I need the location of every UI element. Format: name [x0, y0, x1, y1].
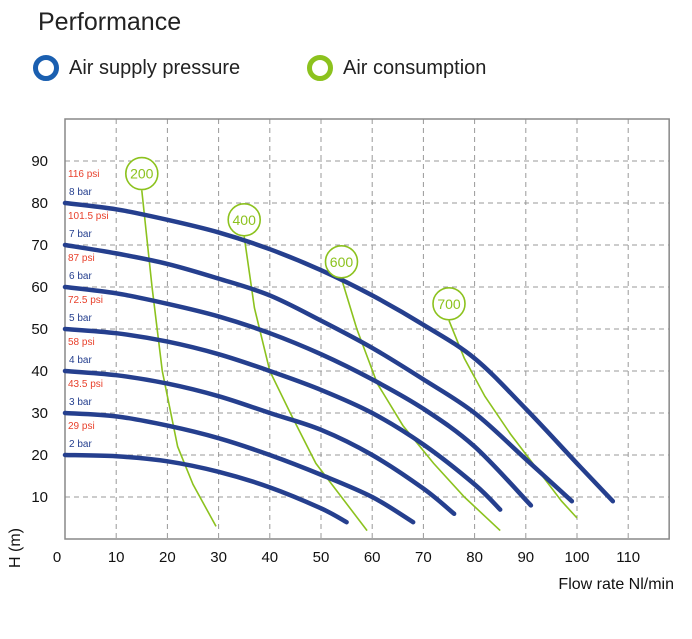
psi-label: 101.5 psi — [68, 211, 109, 222]
consumption-line-200 — [141, 190, 217, 527]
y-tick-label: 40 — [31, 363, 48, 380]
legend-item-air-supply-pressure: Air supply pressure — [33, 55, 240, 81]
x-tick-label: 60 — [364, 549, 381, 566]
bar-label: 7 bar — [69, 229, 92, 240]
consumption-label: 600 — [330, 254, 354, 270]
x-tick-label: 90 — [517, 549, 534, 566]
pressure-curve-3-bar — [62, 410, 416, 525]
x-tick-label: 50 — [313, 549, 330, 566]
legend-label: Air supply pressure — [69, 56, 241, 79]
psi-label: 43.5 psi — [68, 379, 103, 390]
x-tick-label: 10 — [108, 549, 125, 566]
psi-label: 87 psi — [68, 253, 95, 264]
consumption-marker — [227, 203, 261, 237]
blue-ring-icon — [33, 55, 59, 81]
psi-label: 72.5 psi — [68, 295, 103, 306]
x-tick-label: 30 — [210, 549, 227, 566]
x-tick-label: 80 — [466, 549, 483, 566]
consumption-label: 700 — [437, 296, 461, 312]
y-tick-label: 10 — [31, 489, 48, 506]
bar-label: 2 bar — [69, 439, 92, 450]
psi-label: 29 psi — [68, 421, 95, 432]
consumption-line-400 — [243, 236, 368, 532]
consumption-line-700 — [448, 320, 578, 519]
x-tick-label: 100 — [564, 549, 589, 566]
pressure-curve-2-bar — [62, 452, 349, 525]
pressure-curve-7-bar — [62, 242, 575, 504]
consumption-line-600 — [340, 278, 501, 532]
bar-label: 8 bar — [69, 187, 92, 198]
pressure-curve-6-bar — [62, 284, 534, 508]
psi-label: 58 psi — [68, 337, 95, 348]
x-tick-label: 20 — [159, 549, 176, 566]
bar-label: 6 bar — [69, 271, 92, 282]
x-axis-label: Flow rate Nl/min — [558, 576, 674, 593]
consumption-label: 200 — [130, 166, 154, 182]
pressure-curve-5-bar — [62, 326, 503, 512]
y-tick-label: 90 — [31, 153, 48, 170]
pressure-curve-8-bar — [62, 200, 616, 504]
y-tick-label: 20 — [31, 447, 48, 464]
y-tick-label: 70 — [31, 237, 48, 254]
y-axis-label: H (m) — [7, 528, 24, 568]
legend-item-air-consumption: Air consumption — [307, 55, 486, 81]
x-tick-label: 70 — [415, 549, 432, 566]
bar-label: 3 bar — [69, 397, 92, 408]
x-tick-label: 110 — [616, 549, 640, 566]
consumption-marker — [125, 156, 159, 191]
psi-label: 116 psi — [68, 169, 100, 180]
y-tick-label: 50 — [31, 321, 48, 338]
bar-label: 5 bar — [69, 313, 92, 324]
bar-label: 4 bar — [69, 355, 92, 366]
y-tick-label: 80 — [31, 195, 48, 212]
legend-label: Air consumption — [343, 56, 487, 79]
x-tick-label: 40 — [261, 549, 278, 566]
y-tick-label: 30 — [31, 405, 48, 422]
x-tick-label: 0 — [53, 549, 61, 566]
green-ring-icon — [307, 55, 333, 81]
consumption-label: 400 — [233, 212, 257, 228]
chart-title: Performance — [38, 8, 182, 36]
consumption-marker — [324, 244, 359, 279]
pressure-curve-4-bar — [62, 368, 457, 517]
y-tick-label: 60 — [31, 279, 48, 296]
consumption-marker — [432, 286, 466, 321]
